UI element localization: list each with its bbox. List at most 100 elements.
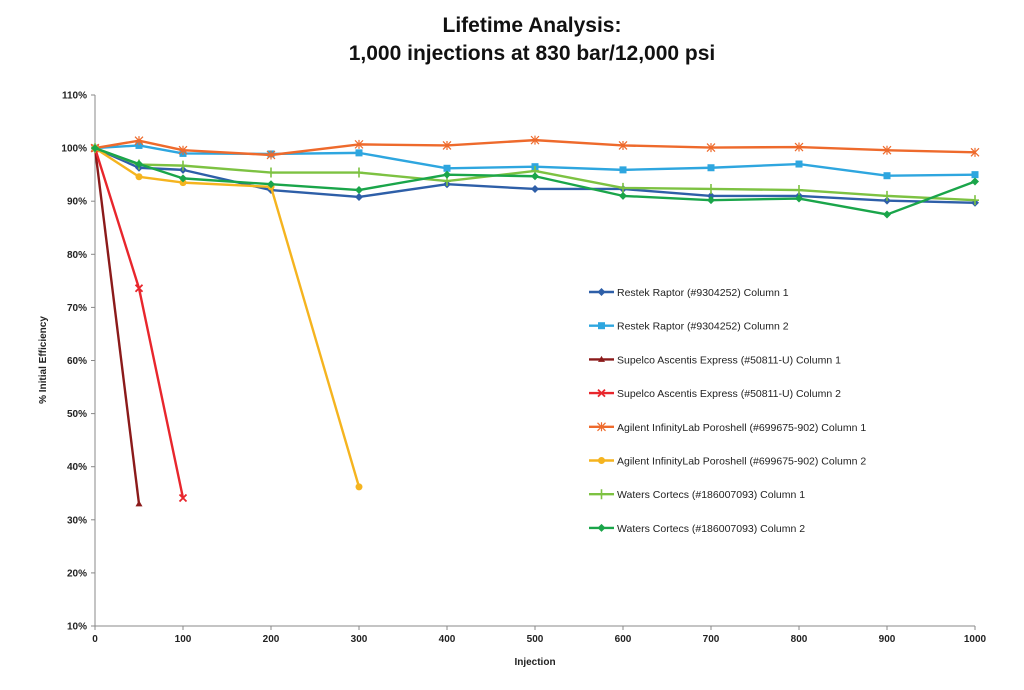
legend-label: Agilent InfinityLab Poroshell (#699675-9… [617, 456, 866, 468]
series-8 [91, 144, 979, 219]
data-point [882, 145, 892, 155]
data-point [266, 150, 276, 160]
x-tick-label: 600 [615, 634, 632, 645]
y-tick-label: 10% [67, 622, 87, 633]
legend-label: Restek Raptor (#9304252) Column 2 [617, 321, 789, 333]
data-point [134, 284, 144, 293]
x-tick-label: 500 [527, 634, 544, 645]
data-point [883, 172, 891, 180]
legend-label: Agilent InfinityLab Poroshell (#699675-9… [617, 422, 866, 434]
y-tick-label: 80% [67, 250, 87, 261]
data-point [355, 149, 363, 157]
legend-marker [598, 457, 605, 464]
chart-title-line-2: 1,000 injections at 830 bar/12,000 psi [349, 42, 716, 65]
data-point [707, 196, 715, 205]
chart-title-line-1: Lifetime Analysis: [443, 14, 622, 37]
data-point [267, 167, 275, 178]
legend-label: Waters Cortecs (#186007093) Column 2 [617, 523, 805, 535]
data-point [795, 160, 803, 168]
legend-marker [597, 422, 606, 432]
data-point [443, 164, 451, 172]
series-5 [90, 135, 980, 160]
data-point [707, 183, 715, 194]
legend-marker [597, 388, 606, 398]
data-point [355, 483, 363, 491]
y-tick-label: 100% [61, 144, 87, 155]
legend-label: Supelco Ascentis Express (#50811-U) Colu… [617, 354, 841, 366]
x-tick-label: 100 [175, 634, 192, 645]
data-point [530, 135, 540, 145]
data-point [179, 160, 187, 171]
series-line [94, 144, 976, 177]
legend-item: Waters Cortecs (#186007093) Column 2 [589, 523, 805, 535]
data-point [619, 166, 627, 174]
y-tick-label: 30% [67, 515, 87, 526]
legend-item: Supelco Ascentis Express (#50811-U) Colu… [589, 388, 841, 400]
series-line [94, 146, 976, 216]
data-point [707, 191, 715, 200]
legend-marker [597, 523, 606, 532]
series-3 [91, 144, 143, 507]
x-tick-label: 1000 [964, 634, 987, 645]
data-point [970, 147, 980, 157]
x-tick-label: 0 [92, 634, 98, 645]
data-point [531, 172, 539, 181]
legend-label: Supelco Ascentis Express (#50811-U) Colu… [617, 388, 841, 400]
series-line [93, 147, 185, 499]
x-tick-label: 200 [263, 634, 280, 645]
y-tick-label: 110% [62, 91, 87, 102]
data-point [354, 139, 364, 149]
series-line [93, 147, 141, 505]
y-tick-label: 40% [67, 462, 87, 473]
legend-item: Agilent InfinityLab Poroshell (#699675-9… [589, 456, 866, 468]
legend-item: Waters Cortecs (#186007093) Column 1 [589, 489, 805, 501]
series-6 [91, 144, 363, 491]
data-point [135, 173, 143, 181]
legend-label: Restek Raptor (#9304252) Column 1 [617, 287, 789, 299]
data-point [618, 140, 628, 150]
data-point [179, 174, 187, 183]
series-4 [90, 143, 188, 503]
data-point [135, 160, 143, 169]
data-point [619, 182, 627, 193]
data-point [883, 190, 891, 201]
data-point [355, 167, 363, 178]
legend-item: Supelco Ascentis Express (#50811-U) Colu… [589, 354, 841, 366]
y-tick-label: 60% [67, 356, 87, 367]
legend-marker [598, 322, 605, 330]
data-point [355, 186, 363, 195]
legend-item: Agilent InfinityLab Poroshell (#699675-9… [589, 422, 866, 434]
x-tick-label: 300 [351, 634, 368, 645]
x-tick-label: 900 [879, 634, 896, 645]
data-point [706, 143, 716, 153]
data-point [794, 142, 804, 152]
x-tick-label: 400 [439, 634, 456, 645]
data-point [179, 179, 187, 187]
legend-item: Restek Raptor (#9304252) Column 2 [589, 321, 789, 333]
series-line [94, 147, 976, 204]
data-point [883, 210, 891, 219]
legend-marker [597, 489, 606, 500]
x-tick-label: 800 [791, 634, 808, 645]
data-point [707, 164, 715, 172]
data-point [267, 180, 275, 189]
data-point [971, 195, 979, 206]
data-point [971, 177, 979, 186]
y-tick-label: 90% [67, 197, 87, 208]
data-point [795, 194, 803, 203]
data-point [619, 191, 627, 200]
data-point [91, 144, 99, 153]
legend-marker [597, 288, 606, 296]
data-point [134, 136, 144, 146]
data-point [178, 493, 188, 503]
legend-label: Waters Cortecs (#186007093) Column 1 [617, 489, 805, 501]
data-point [135, 500, 143, 507]
y-tick-label: 70% [67, 303, 87, 314]
data-point [178, 145, 188, 155]
y-tick-label: 20% [67, 568, 87, 579]
y-tick-label: 50% [67, 409, 87, 420]
data-point [971, 171, 979, 179]
y-axis-label: % Initial Efficiency [38, 316, 49, 404]
data-point [443, 170, 451, 179]
